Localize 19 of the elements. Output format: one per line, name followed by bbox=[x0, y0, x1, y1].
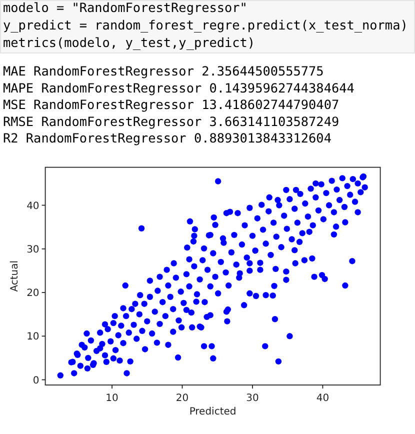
x-axis-title: Predicted bbox=[189, 406, 236, 418]
text: R2 RandomForestRegressor 0.8893013843312604 bbox=[3, 130, 332, 146]
y-tick-label: 10 bbox=[26, 332, 40, 343]
text: MSE RandomForestRegressor 13.418602744790407 bbox=[3, 97, 340, 112]
text: MAE RandomForestRegressor 2.35644500555775 bbox=[3, 64, 324, 78]
x-tick-label: 10 bbox=[106, 393, 118, 404]
y-tick-label: 20 bbox=[26, 288, 40, 300]
x-tick-label: 20 bbox=[176, 393, 189, 404]
x-tick-label: 30 bbox=[246, 393, 259, 404]
text: y_predict = random_forest_regre.predict(x_test_norma) bbox=[3, 18, 408, 32]
y-tick-label: 40 bbox=[26, 200, 40, 212]
text: modelo = "RandomForestRegressor" bbox=[3, 0, 248, 15]
y-tick-label: 30 bbox=[26, 244, 40, 256]
y-axis-title: Actual bbox=[10, 260, 20, 292]
text: metrics(modelo, y_test,y_predict) bbox=[3, 35, 256, 50]
y-tick-label: 0 bbox=[32, 375, 40, 386]
x-tick-label: 40 bbox=[316, 393, 330, 404]
text: RMSE RandomForestRegressor 3.663141103587249 bbox=[3, 114, 340, 129]
text: MAPE RandomForestRegressor 0.14395962744384644 bbox=[3, 80, 355, 96]
